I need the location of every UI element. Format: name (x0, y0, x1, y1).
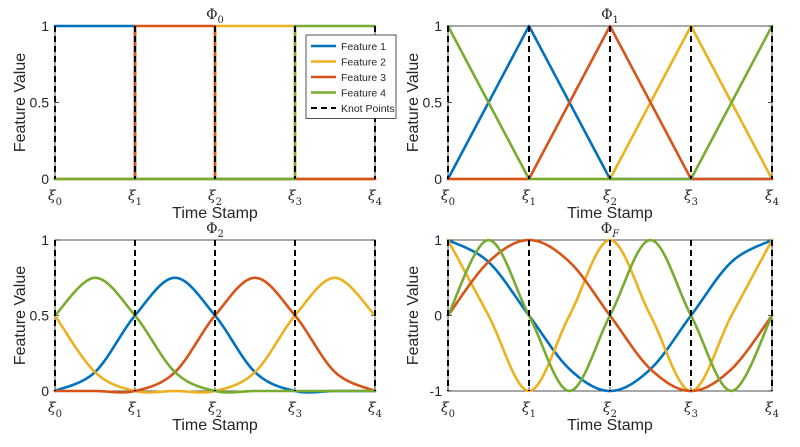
legend-label: Feature 3 (341, 72, 386, 84)
x-tick-label: ξ4 (765, 188, 779, 208)
y-tick-label: -1 (430, 383, 443, 399)
x-tick-label: ξ3 (684, 400, 698, 420)
legend-label: Feature 1 (341, 41, 386, 53)
y-tick-label: 0.5 (30, 308, 50, 324)
x-tick-label: ξ3 (288, 188, 302, 208)
chart-panel-4: -1 0 1 ξ0 ξ1 ξ2 ξ3 ξ4 Time Stamp Feature Value ΦF (405, 221, 779, 434)
x-tick-label: ξ1 (128, 188, 142, 208)
y-tick-label: 0 (41, 383, 49, 399)
y-tick-label: 1 (434, 232, 442, 248)
chart-panel-3: 0 0.5 1 ξ0 ξ1 ξ2 ξ3 ξ4 Time Stamp Feature Value Φ2 (12, 221, 382, 434)
x-tick-label: ξ1 (522, 188, 536, 208)
x-axis-title: Time Stamp (567, 205, 653, 222)
legend-label: Feature 4 (341, 88, 386, 100)
x-tick-label: ξ0 (441, 400, 455, 420)
chart-panel-2: 0 0.5 1 ξ0 ξ1 ξ2 ξ3 ξ4 Time Stamp Feature Value Φ1 (405, 7, 779, 222)
x-tick-label: ξ0 (48, 188, 62, 208)
legend-label: Knot Points (341, 103, 395, 115)
y-tick-label: 0.5 (30, 95, 50, 111)
x-tick-label: ξ2 (208, 188, 222, 208)
x-tick-label: ξ1 (128, 400, 142, 420)
legend-label: Feature 2 (341, 57, 386, 69)
x-axis-title: Time Stamp (172, 417, 258, 434)
x-tick-label: ξ3 (684, 188, 698, 208)
x-tick-label: ξ2 (208, 400, 222, 420)
y-axis-title: Feature Value (405, 266, 422, 365)
x-tick-label: ξ1 (522, 400, 536, 420)
x-tick-label: ξ0 (441, 188, 455, 208)
x-tick-label: ξ4 (368, 400, 382, 420)
x-tick-label: ξ4 (368, 188, 382, 208)
panel-title: Φ2 (206, 221, 224, 240)
y-axis-title: Feature Value (12, 266, 29, 365)
panel-title: ΦF (601, 221, 620, 240)
x-tick-label: ξ4 (765, 400, 779, 420)
y-tick-label: 0.5 (423, 95, 443, 111)
y-tick-label: 1 (41, 18, 49, 34)
y-axis-title: Feature Value (12, 53, 29, 152)
y-tick-label: 1 (434, 18, 442, 34)
y-tick-label: 0 (41, 171, 49, 187)
series-feature-4 (53, 24, 377, 181)
chart-panel-1: 0 0.5 1 ξ0 ξ1 ξ2 ξ3 ξ4 Time Stamp Feature Value Φ0… (12, 7, 397, 222)
x-tick-label: ξ2 (603, 188, 617, 208)
panel-title: Φ0 (206, 7, 224, 26)
panel-title: Φ1 (601, 7, 619, 26)
x-tick-label: ξ2 (603, 400, 617, 420)
legend: Feature 1 Feature 2 Feature 3 Feature 4 Knot… (305, 34, 397, 119)
y-tick-label: 1 (41, 232, 49, 248)
y-axis-title: Feature Value (405, 53, 422, 152)
y-tick-label: 0 (434, 308, 442, 324)
x-tick-label: ξ0 (48, 400, 62, 420)
x-axis-title: Time Stamp (172, 205, 258, 222)
x-tick-label: ξ3 (288, 400, 302, 420)
x-axis-title: Time Stamp (567, 417, 653, 434)
y-tick-label: 0 (434, 171, 442, 187)
